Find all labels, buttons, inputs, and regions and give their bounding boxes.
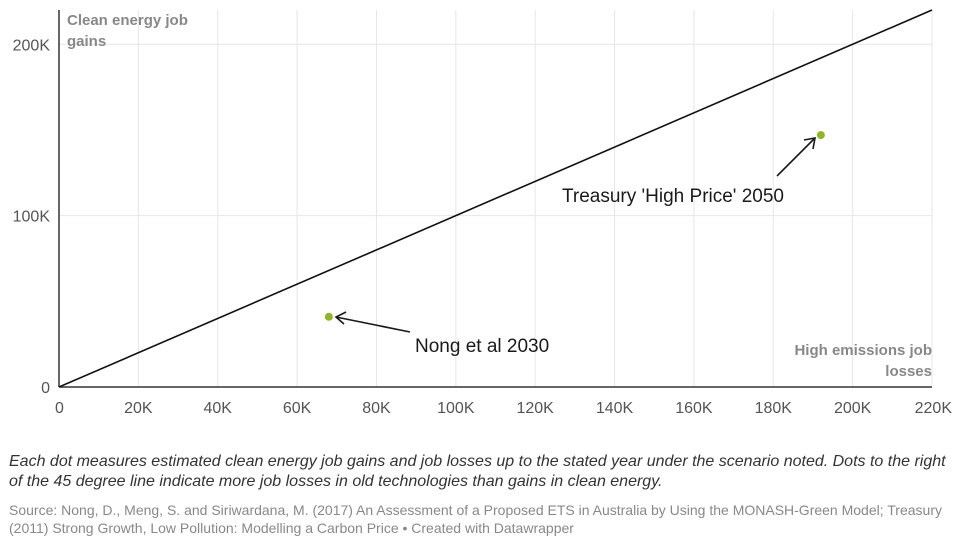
- data-point: [324, 312, 333, 321]
- axis-titles: Clean energy job gains High emissions jo…: [67, 12, 932, 380]
- tick-labels: 0 20K 40K 60K 80K 100K 120K 140K 160K 180K 200K 220…: [13, 37, 953, 417]
- x-tick-label: 160K: [675, 400, 713, 417]
- chart-caption: Each dot measures estimated clean energy…: [9, 453, 946, 490]
- x-tick-label: 60K: [283, 400, 312, 417]
- y-axis-title-line-2: gains: [67, 33, 106, 50]
- scatter-chart: 0 20K 40K 60K 80K 100K 120K 140K 160K 180K 200K 220…: [13, 9, 953, 417]
- x-tick-label: 20K: [124, 400, 153, 417]
- x-tick-label: 120K: [516, 400, 554, 417]
- x-tick-label: 180K: [755, 400, 793, 417]
- y-axis-title-line-1: Clean energy job: [67, 12, 188, 29]
- x-tick-label: 200K: [834, 400, 872, 417]
- y-tick-label: 100K: [13, 209, 51, 226]
- x-axis-title-line-1: High emissions job: [794, 342, 932, 359]
- reference-line-group: [58, 9, 933, 388]
- x-tick-label: 0: [55, 400, 64, 417]
- chart-source: Source: Nong, D., Meng, S. and Siriwarda…: [9, 502, 942, 536]
- annotation-arrowhead-nong: [334, 311, 347, 325]
- grid-lines: [59, 10, 933, 387]
- annotations: Nong et al 2030 Treasury 'High Price' 20…: [334, 137, 816, 357]
- x-tick-label: 80K: [362, 400, 391, 417]
- x-tick-label: 100K: [437, 400, 475, 417]
- annotation-arrow-treasury: [776, 137, 816, 177]
- y-tick-label: 0: [41, 380, 50, 397]
- x-axis-title-line-2: losses: [885, 363, 932, 380]
- annotation-label-treasury: Treasury 'High Price' 2050: [562, 186, 784, 207]
- annotation-arrow-nong: [335, 316, 411, 333]
- x-tick-label: 40K: [203, 400, 232, 417]
- annotation-arrowhead-treasury: [803, 137, 816, 150]
- axes: [58, 10, 932, 388]
- data-point: [816, 131, 825, 140]
- x-tick-label: 220K: [915, 400, 953, 417]
- y-tick-label: 200K: [13, 37, 51, 54]
- annotation-label-nong: Nong et al 2030: [415, 336, 549, 357]
- data-points: [324, 131, 825, 321]
- reference-line-45-degree: [58, 9, 933, 388]
- x-tick-label: 140K: [596, 400, 634, 417]
